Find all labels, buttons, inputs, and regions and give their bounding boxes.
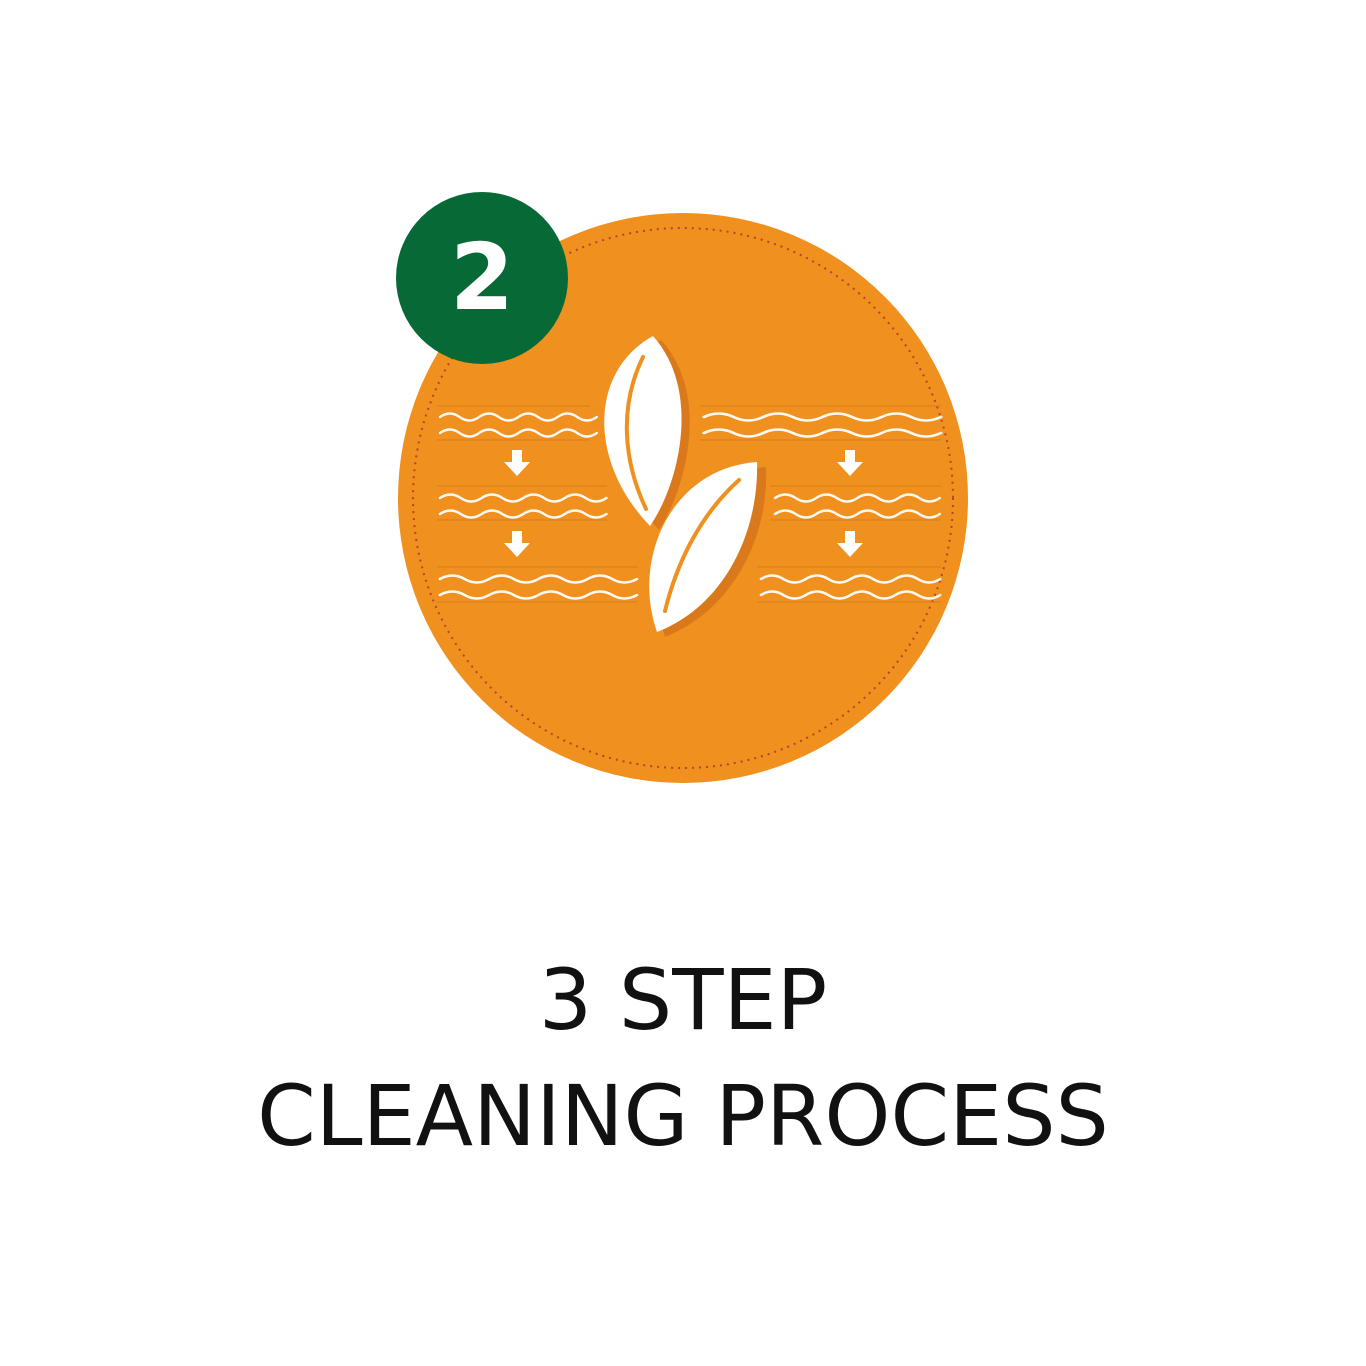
leaf-icon <box>604 336 767 637</box>
down-arrow-icon <box>504 450 863 557</box>
wave-lines <box>437 405 943 603</box>
heading-line-1: 3 STEP <box>538 951 828 1049</box>
heading-line-2: CLEANING PROCESS <box>257 1067 1109 1165</box>
dotted-ring <box>412 227 954 769</box>
step-number-badge <box>396 192 568 364</box>
step-number: 2 <box>449 224 514 331</box>
